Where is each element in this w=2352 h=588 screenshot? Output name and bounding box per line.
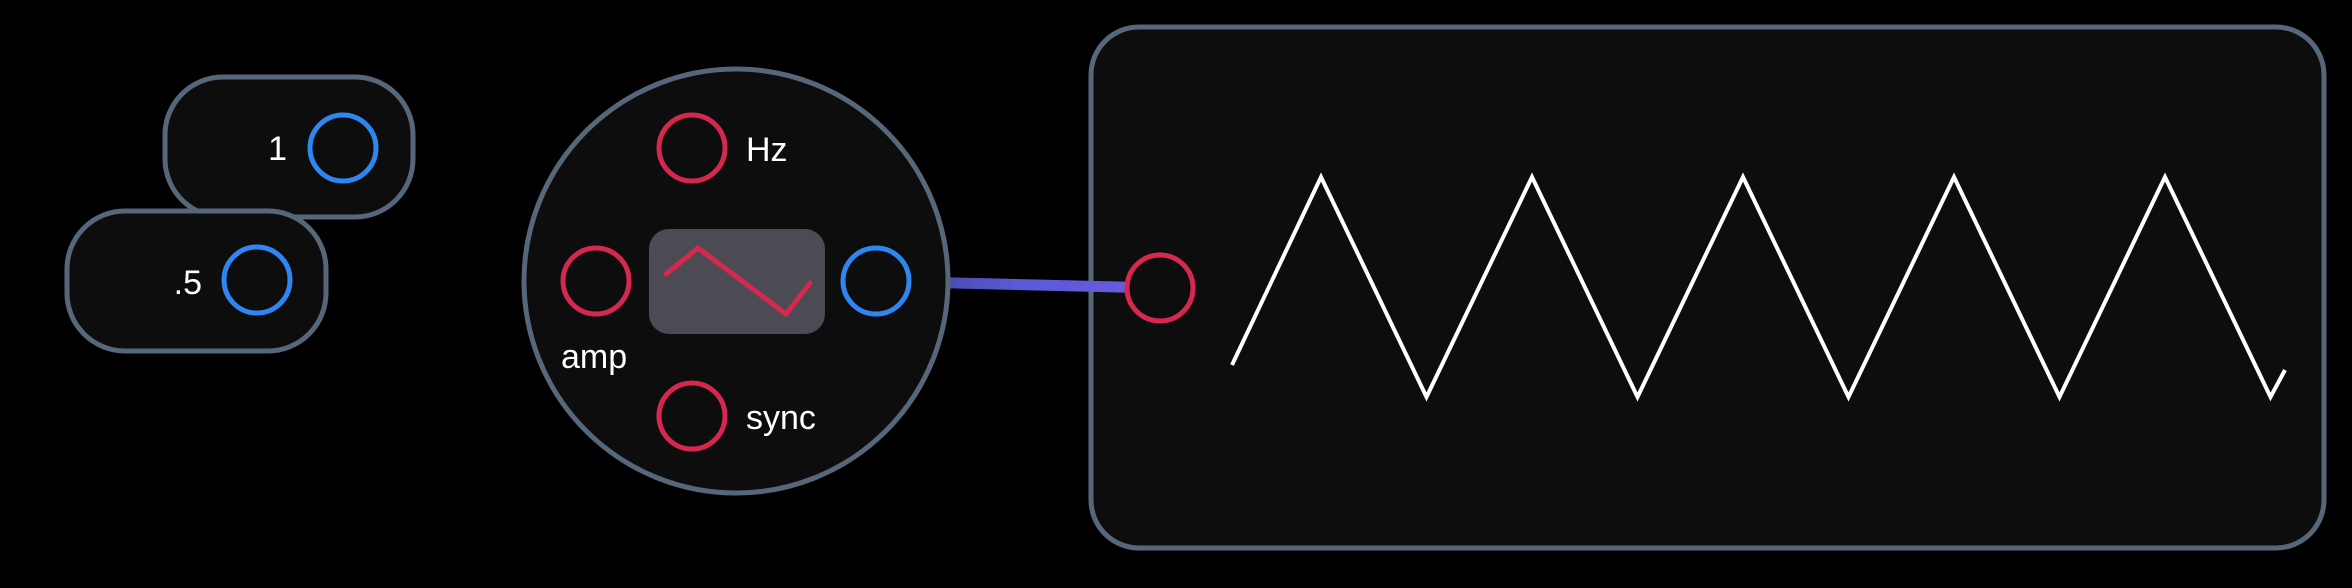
amp-input-port[interactable]: [563, 248, 629, 314]
hz-input-port[interactable]: [659, 115, 725, 181]
hz-input-label: Hz: [746, 131, 788, 169]
amp-input-label: amp: [561, 338, 627, 376]
constant-half-output-port[interactable]: [224, 247, 290, 313]
oscillator-output-port[interactable]: [843, 248, 909, 314]
waveform-selector-button[interactable]: [649, 229, 825, 334]
constant-value[interactable]: .5: [174, 264, 202, 302]
sync-input-port[interactable]: [659, 383, 725, 449]
constant-value[interactable]: 1: [268, 130, 287, 168]
constant-1-output-port[interactable]: [310, 115, 376, 181]
oscillator-node[interactable]: Hz amp sync: [524, 69, 948, 493]
sync-input-label: sync: [746, 399, 816, 437]
scope-node[interactable]: [1091, 27, 2324, 548]
scope-input-port[interactable]: [1127, 255, 1193, 321]
scope-frame: [1091, 27, 2324, 548]
